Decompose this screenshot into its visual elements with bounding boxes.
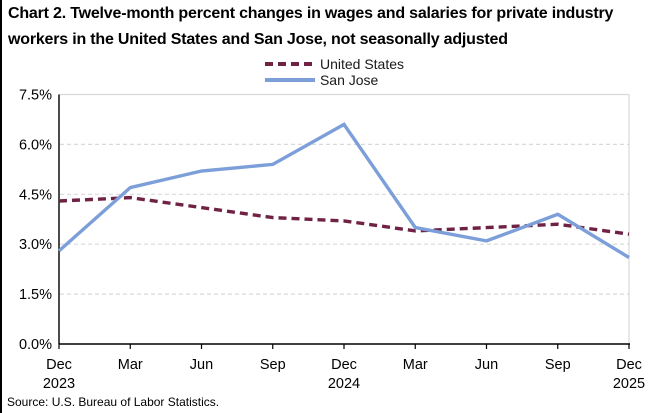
legend-label-united-states: United States	[319, 56, 405, 72]
x-tick-year: 2023	[43, 376, 75, 392]
source-note: Source: U.S. Bureau of Labor Statistics.	[7, 395, 220, 409]
y-tick-label: 1.5%	[19, 287, 52, 303]
x-tick-labels: Dec 2023 Mar Jun Sep Dec 2024 Mar Jun Sep Dec 2025	[43, 357, 645, 392]
united-states-line	[58, 195, 630, 236]
y-tick-label: 4.5%	[19, 187, 52, 203]
legend-label-san-jose: San Jose	[319, 72, 379, 88]
x-tick-month: Dec	[331, 357, 357, 373]
x-tick-month: Mar	[403, 357, 428, 373]
x-tick-month: Sep	[545, 357, 571, 373]
united-states-dashed-line-swatch	[264, 62, 315, 66]
x-tick-month: Dec	[46, 357, 72, 373]
x-tick-month: Jun	[190, 357, 213, 373]
x-tick-month: Jun	[475, 357, 498, 373]
y-tick-label: 0.0%	[19, 337, 52, 353]
x-tick-month: Sep	[260, 357, 286, 373]
y-tick-label: 7.5%	[19, 88, 52, 104]
x-tick-year: 2025	[613, 376, 645, 392]
legend-inner: United States San Jose	[264, 56, 405, 88]
gridlines	[59, 93, 630, 344]
san-jose-solid-line-swatch	[264, 78, 315, 82]
san-jose-line	[57, 122, 630, 259]
legend: United States San Jose	[2, 56, 667, 88]
legend-item-united-states: United States	[264, 56, 405, 72]
y-tick-label: 6.0%	[19, 137, 52, 153]
legend-item-san-jose: San Jose	[264, 72, 404, 88]
x-tick-year: 2024	[328, 376, 360, 392]
x-tick-month: Mar	[118, 357, 143, 373]
x-tick-month: Dec	[616, 357, 642, 373]
y-tick-label: 3.0%	[19, 237, 52, 253]
axes	[58, 94, 630, 349]
chart-title: Chart 2. Twelve-month percent changes in…	[8, 5, 614, 48]
y-tick-labels: 0.0% 1.5% 3.0% 4.5% 6.0% 7.5%	[19, 88, 52, 354]
